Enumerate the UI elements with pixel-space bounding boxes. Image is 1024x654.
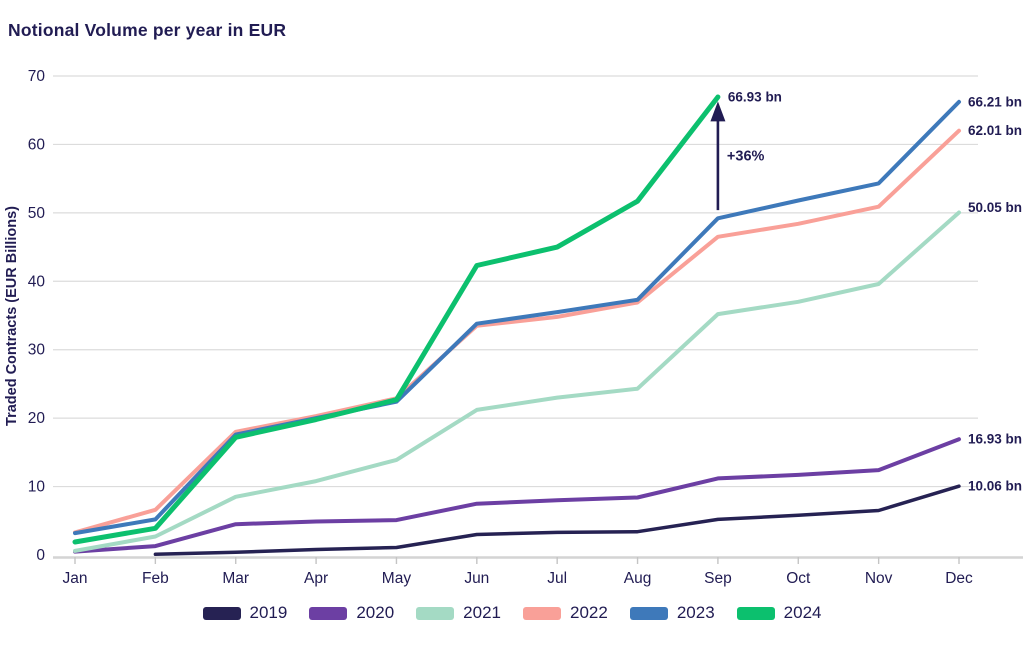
legend-item-2019: 2019 — [202, 603, 288, 623]
growth-annotation-label: +36% — [727, 149, 765, 165]
series-line-2019 — [153, 484, 961, 557]
legend-label-2024: 2024 — [783, 603, 822, 622]
legend-label-2020: 2020 — [356, 603, 395, 622]
chart-legend: 2019 2020 2021 2022 2023 2024 — [0, 603, 1024, 623]
chart-title: Notional Volume per year in EUR — [8, 20, 287, 40]
x-tick-label: Jul — [547, 570, 567, 587]
value-label: 62.01 bn — [968, 123, 1022, 138]
y-tick-label: 60 — [28, 136, 46, 153]
x-tick-label: Jun — [464, 570, 489, 587]
y-tick-label: 0 — [36, 547, 45, 564]
value-label: 66.93 bn — [728, 90, 782, 105]
y-tick-label: 70 — [28, 68, 46, 85]
legend-label-2022: 2022 — [570, 603, 608, 622]
legend-swatch-2021 — [416, 606, 455, 620]
y-tick-label: 20 — [28, 410, 46, 427]
y-tick-label: 30 — [28, 342, 46, 359]
x-tick-label: Feb — [142, 570, 169, 587]
legend-item-2021: 2021 — [416, 603, 501, 623]
legend-label-2019: 2019 — [249, 603, 288, 622]
legend-item-2020: 2020 — [309, 603, 394, 623]
y-tick-label: 40 — [28, 273, 46, 290]
x-tick-label: Aug — [624, 570, 652, 587]
x-tick-label: Oct — [786, 570, 811, 587]
legend-swatch-2019 — [202, 606, 241, 620]
legend-swatch-2024 — [736, 606, 775, 620]
value-label: 50.05 bn — [968, 200, 1022, 215]
value-label: 10.06 bn — [968, 479, 1022, 494]
series-line-2024 — [72, 94, 721, 545]
x-tick-label: Apr — [304, 570, 328, 587]
x-tick-label: May — [382, 570, 412, 587]
legend-swatch-2023 — [629, 606, 668, 620]
series-line-2020 — [73, 437, 961, 554]
series-line-2021 — [73, 210, 961, 553]
series-line-2022 — [73, 128, 961, 535]
legend-item-2024: 2024 — [736, 603, 822, 623]
y-tick-label: 50 — [28, 205, 46, 222]
growth-arrow-head — [710, 101, 726, 122]
legend-swatch-2022 — [523, 606, 561, 620]
legend-label-2021: 2021 — [463, 603, 501, 622]
legend-swatch-2020 — [309, 606, 348, 620]
legend-label-2023: 2023 — [676, 603, 715, 622]
x-tick-label: Jan — [63, 570, 88, 587]
x-tick-label: Mar — [222, 570, 249, 587]
legend-item-2023: 2023 — [629, 603, 715, 623]
x-tick-label: Sep — [704, 570, 732, 587]
value-label: 66.21 bn — [968, 94, 1022, 109]
value-label: 16.93 bn — [968, 432, 1022, 447]
y-tick-label: 10 — [28, 479, 46, 496]
x-tick-label: Nov — [865, 570, 893, 587]
legend-item-2022: 2022 — [523, 603, 608, 623]
x-tick-label: Dec — [945, 570, 973, 587]
